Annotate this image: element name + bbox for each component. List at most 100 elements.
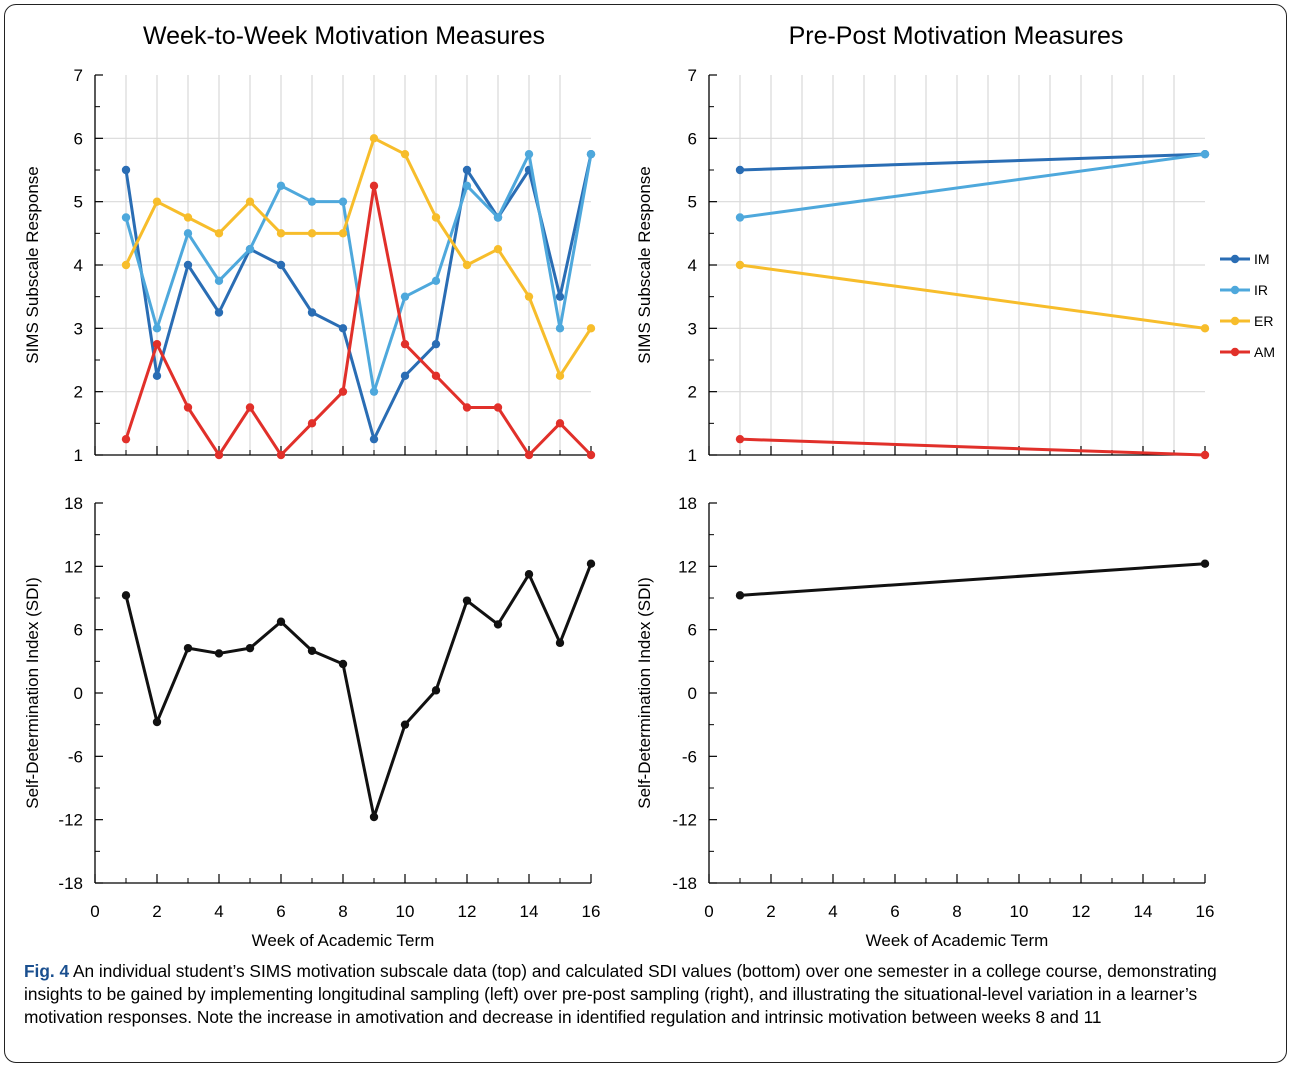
- data-point: [338, 659, 348, 669]
- data-point: [276, 450, 286, 460]
- x-tick-label: 14: [1134, 902, 1153, 921]
- data-point: [462, 596, 472, 605]
- y-tick-label: 1: [688, 446, 697, 465]
- series-line: [739, 263, 1206, 330]
- data-point: [555, 324, 565, 333]
- data-point: [214, 276, 224, 286]
- y-tick-label: -18: [672, 874, 697, 893]
- data-point: [735, 165, 745, 175]
- data-point: [462, 165, 472, 175]
- y-axis-label: SIMS Subscale Response: [23, 166, 42, 364]
- data-point: [400, 720, 410, 729]
- data-point: [276, 181, 286, 191]
- data-point: [245, 403, 255, 412]
- data-point: [121, 165, 131, 175]
- data-point: [735, 434, 745, 444]
- x-tick-label: 2: [152, 902, 161, 921]
- data-point: [462, 403, 472, 412]
- week-sdi-panel: -18 -12 -6 0 6 12 18 0 2 4 6 8 10 12 14 16 Self-Determin…: [23, 494, 600, 950]
- x-tick-label: 14: [520, 902, 539, 921]
- x-tick-label: 8: [338, 902, 347, 921]
- y-tick-label: 2: [688, 383, 697, 402]
- y-tick-label: 18: [64, 494, 83, 513]
- series-line: [739, 562, 1206, 597]
- data-point: [307, 646, 317, 655]
- data-point: [214, 308, 224, 317]
- data-point: [400, 371, 410, 381]
- x-tick-label: 16: [1196, 902, 1215, 921]
- series-line: [124, 184, 593, 457]
- data-point: [369, 134, 379, 143]
- data-point: [431, 371, 441, 381]
- data-point: [276, 260, 286, 270]
- x-tick-label: 6: [890, 902, 899, 921]
- series-ir: [735, 149, 1210, 222]
- data-point: [338, 229, 348, 238]
- data-point: [276, 617, 286, 626]
- y-tick-label: 18: [678, 494, 697, 513]
- data-point: [245, 244, 255, 254]
- y-tick-label: 0: [74, 684, 83, 703]
- series-line: [124, 563, 593, 819]
- figure-frame: [4, 4, 1287, 1063]
- data-point: [152, 324, 162, 333]
- data-point: [555, 638, 565, 648]
- data-point: [152, 339, 162, 349]
- x-axis-label: Week of Academic Term: [252, 931, 435, 950]
- data-point: [493, 213, 503, 222]
- x-tick-label: 10: [1010, 902, 1029, 921]
- data-point: [369, 812, 379, 822]
- data-point: [586, 450, 596, 460]
- data-point: [307, 308, 317, 317]
- y-tick-label: -6: [682, 747, 697, 766]
- y-tick-label: 12: [64, 557, 83, 576]
- data-point: [1200, 559, 1210, 568]
- x-tick-label: 12: [458, 902, 477, 921]
- data-point: [400, 292, 410, 301]
- data-point: [735, 591, 745, 600]
- y-tick-label: -18: [58, 874, 83, 893]
- legend-swatch-point: [1230, 347, 1240, 357]
- data-point: [735, 260, 745, 270]
- y-tick-label: 6: [688, 129, 697, 148]
- series-er: [121, 134, 596, 381]
- data-point: [1200, 450, 1210, 460]
- x-axis-label: Week of Academic Term: [866, 931, 1049, 950]
- data-point: [121, 213, 131, 222]
- y-tick-label: 5: [688, 193, 697, 212]
- data-point: [183, 213, 193, 222]
- y-tick-label: 4: [74, 256, 83, 275]
- data-point: [524, 450, 534, 460]
- data-point: [152, 717, 162, 727]
- series-sdi: [121, 559, 596, 822]
- y-axis-label: SIMS Subscale Response: [635, 166, 654, 364]
- series-line: [739, 152, 1206, 172]
- x-tick-label: 6: [276, 902, 285, 921]
- series-sdi: [735, 559, 1210, 600]
- x-tick-label: 10: [396, 902, 415, 921]
- gridlines: [709, 75, 1205, 455]
- x-tick-label: 4: [828, 902, 837, 921]
- data-point: [338, 197, 348, 206]
- y-tick-label: 3: [688, 319, 697, 338]
- y-tick-label: 7: [688, 66, 697, 85]
- data-point: [121, 434, 131, 444]
- data-point: [338, 387, 348, 396]
- x-tick-label: 0: [90, 902, 99, 921]
- y-tick-label: -6: [68, 747, 83, 766]
- data-point: [214, 229, 224, 238]
- legend: IM IR ER AM: [1220, 251, 1275, 360]
- data-point: [307, 229, 317, 238]
- y-tick-label: -12: [672, 811, 697, 830]
- data-point: [369, 181, 379, 191]
- y-axis-label: Self-Determination Index (SDI): [23, 577, 42, 808]
- data-point: [307, 419, 317, 428]
- data-point: [431, 276, 441, 286]
- data-point: [524, 149, 534, 159]
- week-sims-panel: 1 2 3 4 5 6 7 SIMS Subscale Response: [23, 66, 596, 465]
- y-tick-label: 1: [74, 446, 83, 465]
- legend-label: ER: [1254, 313, 1273, 329]
- data-point: [183, 260, 193, 270]
- right-column-title: Pre-Post Motivation Measures: [788, 22, 1124, 50]
